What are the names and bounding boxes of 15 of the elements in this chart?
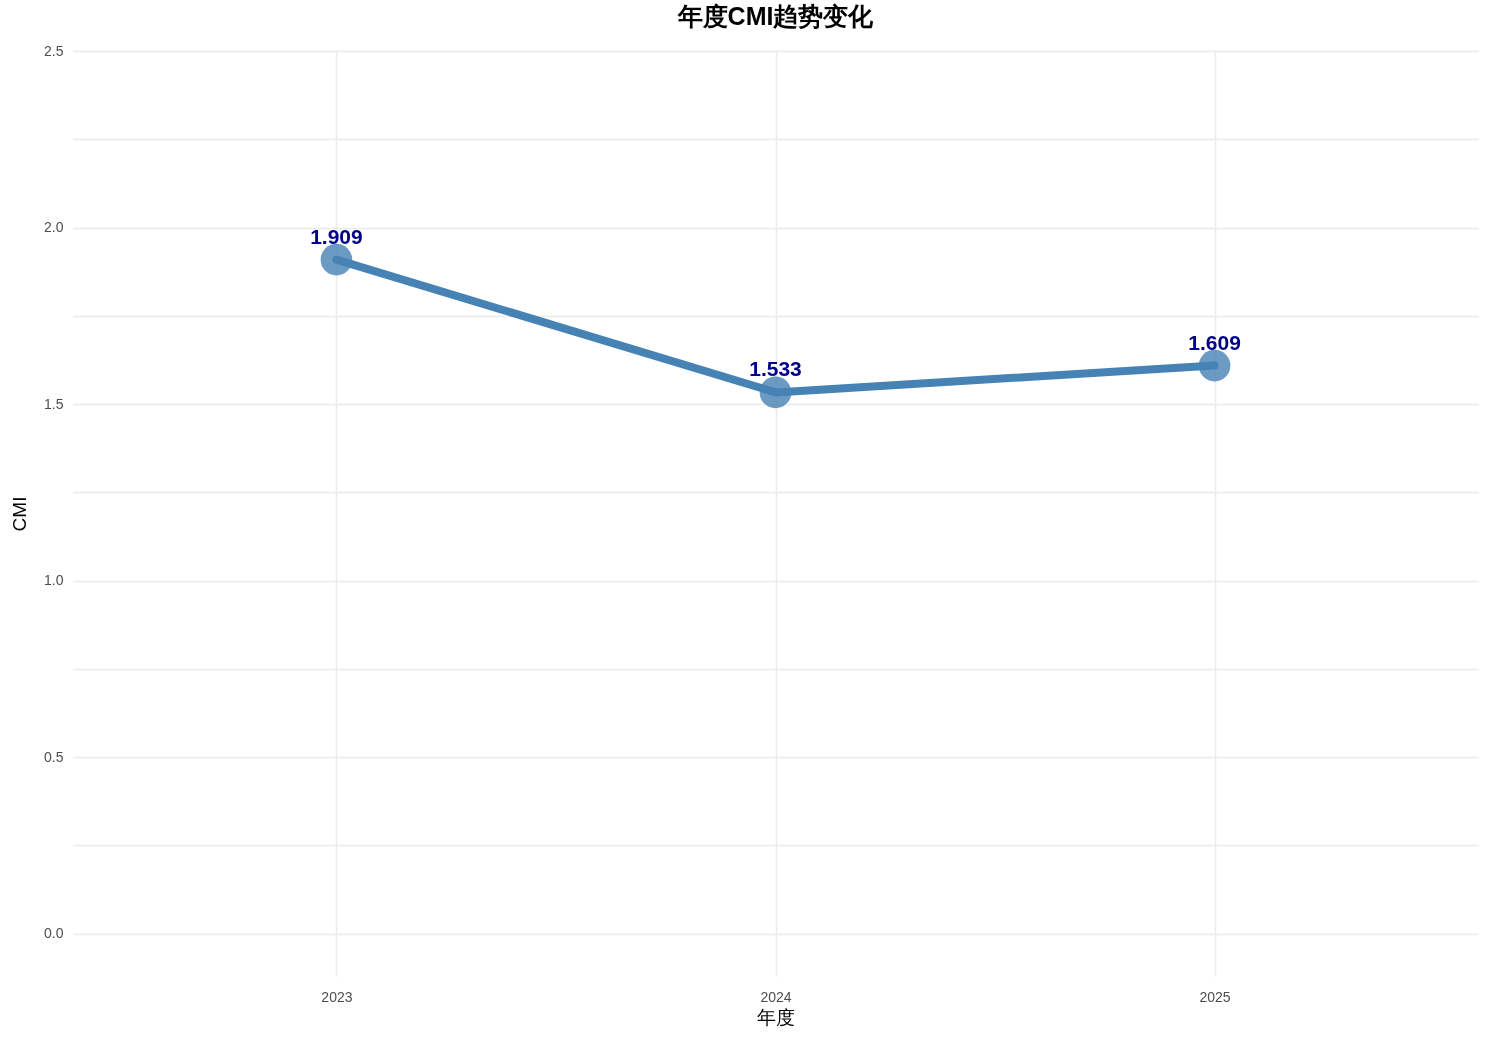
data-label: 1.533 xyxy=(749,357,802,381)
x-tick-label: 2024 xyxy=(760,988,792,1005)
x-tick-label: 2023 xyxy=(321,988,353,1005)
x-tick-label: 2025 xyxy=(1199,988,1231,1005)
y-tick-label: 1.5 xyxy=(44,395,64,412)
chart-title: 年度CMI趋势变化 xyxy=(676,2,875,30)
y-tick-label: 1.0 xyxy=(44,572,64,589)
y-tick-label: 0.0 xyxy=(44,925,64,942)
data-label: 1.609 xyxy=(1188,330,1241,354)
y-tick-label: 0.5 xyxy=(44,748,64,765)
y-tick-label: 2.5 xyxy=(44,42,64,59)
data-label: 1.909 xyxy=(310,224,363,248)
y-axis-title: CMI xyxy=(9,496,31,532)
x-axis-title: 年度 xyxy=(757,1006,795,1028)
y-tick-label: 2.0 xyxy=(44,219,64,236)
